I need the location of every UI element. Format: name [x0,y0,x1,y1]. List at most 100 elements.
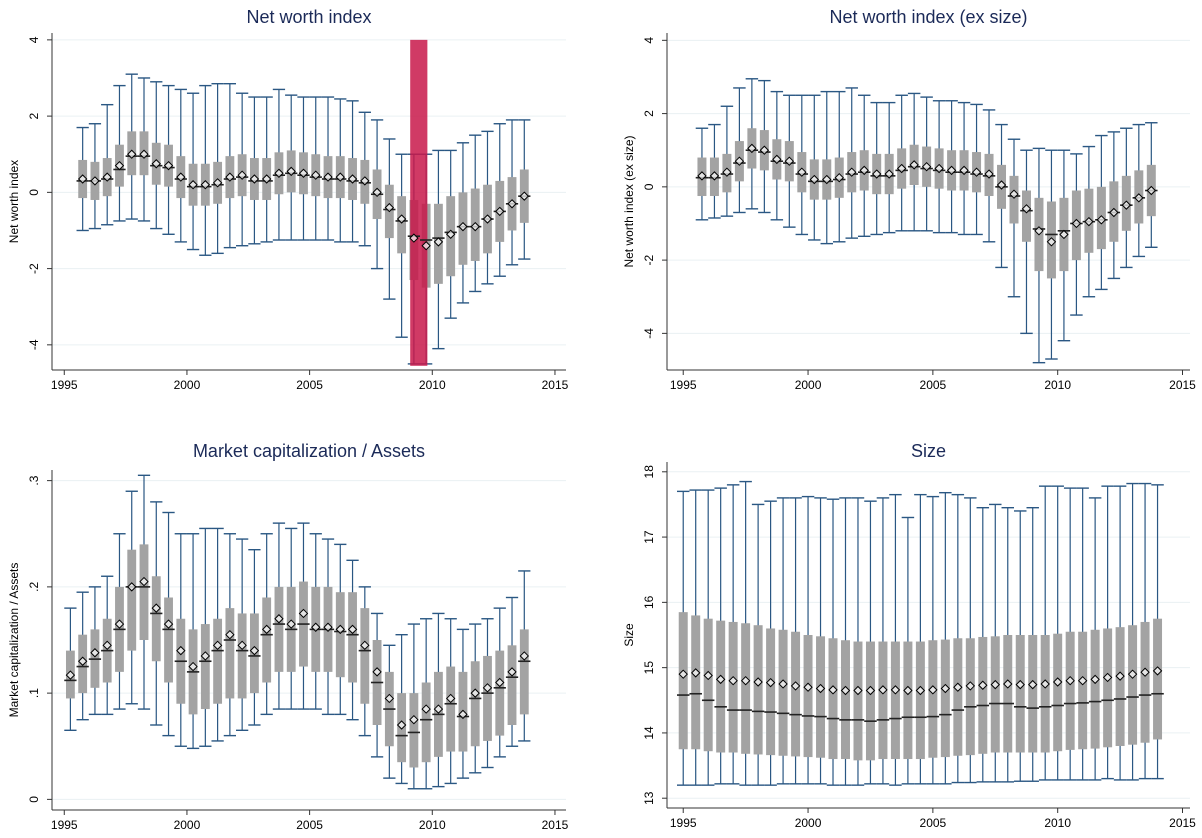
mean-marker [1084,216,1094,227]
box [225,608,235,699]
mean-marker [482,683,493,693]
mean-marker [1021,204,1032,214]
y-tick-label: 2 [27,112,41,119]
mean-marker [697,171,707,181]
mean-marker [151,159,161,169]
mean-marker [784,156,795,166]
box [678,612,688,750]
mean-marker [495,206,505,217]
mean-marker [495,677,505,688]
x-tick-label: 2000 [174,378,201,392]
mean-marker [847,167,857,177]
mean-marker [323,172,333,182]
x-tick-label: 1995 [51,378,78,392]
box [1078,631,1088,750]
box [965,638,975,756]
x-tick-label: 2010 [1044,378,1071,392]
mean-marker [946,165,957,176]
box [1040,635,1050,753]
mean-marker [188,180,198,190]
mean-marker [996,180,1007,190]
mean-marker [151,603,161,613]
x-tick-label: 2010 [1044,816,1071,830]
box [483,655,492,741]
x-tick-label: 2005 [920,378,947,392]
box [915,641,925,760]
mean-marker [1146,185,1157,196]
box [1065,631,1075,750]
y-axis-label: Market capitalization / Assets [7,563,21,718]
y-tick-label: 14 [642,726,656,740]
mean-marker [372,187,382,198]
x-tick-label: 2005 [296,818,323,832]
box [878,641,888,760]
box [139,544,149,640]
box [728,621,738,753]
mean-marker [90,176,100,186]
mean-marker [360,640,370,651]
box [1015,635,1025,753]
mean-marker [77,656,88,666]
box [1115,627,1125,746]
mean-marker [212,178,223,188]
mean-marker [1134,193,1144,203]
highlight [410,39,428,366]
box [816,636,826,758]
mean-marker [163,160,174,171]
mean-marker [940,683,951,694]
mean-marker [225,172,235,182]
mean-marker [722,167,732,177]
mean-marker [1046,237,1057,247]
box [1003,635,1013,753]
box [766,628,776,756]
mean-marker [445,693,456,704]
box [397,196,407,254]
panel: Size Size 13 14 15 16 17 18 1995 2000 2005 2010 2015 [622,441,1196,830]
mean-marker [237,170,247,180]
mean-marker [678,669,688,679]
mean-marker [903,685,913,696]
mean-marker [772,154,782,165]
mean-marker [709,171,720,181]
box [446,666,456,752]
box [890,641,900,760]
y-tick-label: 4 [27,36,41,43]
box [928,640,938,758]
box [127,549,137,651]
x-tick-label: 2000 [795,816,822,830]
mean-marker [884,169,894,179]
y-tick-label: 15 [642,661,656,675]
mean-marker [871,169,882,179]
y-tick-label: 2 [642,110,656,117]
box [978,636,988,754]
y-tick-label: 18 [642,465,656,479]
box [1009,175,1019,224]
mean-marker [740,675,751,686]
mean-marker [261,624,272,635]
box [507,645,517,725]
mean-marker [90,648,100,658]
mean-marker [1071,218,1082,229]
mean-marker [139,576,149,587]
box [716,620,726,753]
y-tick-label: -4 [27,339,41,350]
mean-marker [200,651,211,661]
mean-marker [347,624,358,635]
mean-marker [990,679,1000,690]
mean-marker [1109,207,1119,218]
box [470,661,480,747]
mean-marker [1034,226,1044,236]
mean-marker [859,165,869,176]
mean-marker [1121,200,1132,210]
mean-marker [734,156,745,166]
mean-marker [865,685,876,696]
mean-marker [1052,677,1063,687]
mean-marker [200,180,211,190]
mean-marker [691,668,701,678]
mean-marker [286,619,296,629]
y-tick-label: 0 [27,189,41,196]
mean-marker [1096,215,1107,225]
mean-marker [953,682,963,692]
x-tick-label: 2015 [1169,378,1196,392]
